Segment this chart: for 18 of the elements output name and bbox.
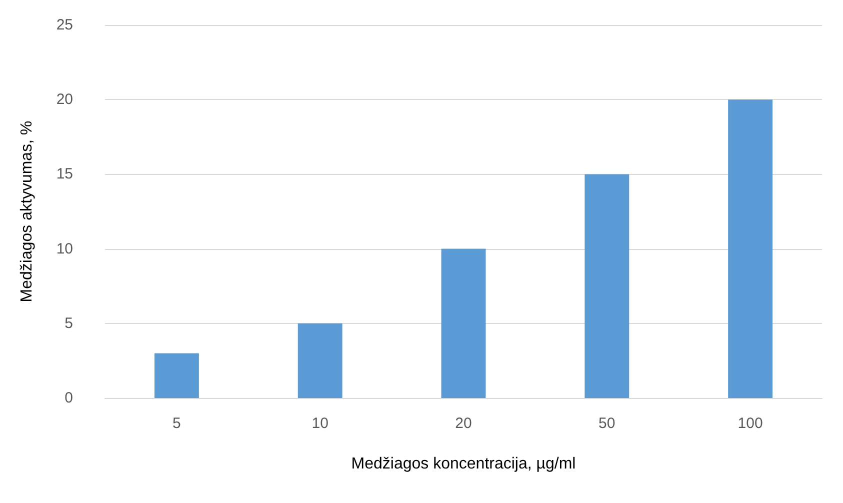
x-tick-label: 10 xyxy=(312,415,328,432)
bar xyxy=(728,100,773,398)
y-tick-label: 5 xyxy=(64,314,73,332)
x-tick-label: 100 xyxy=(738,415,763,432)
y-tick-label: 0 xyxy=(64,390,73,406)
bar xyxy=(154,353,199,398)
x-tick-label: 50 xyxy=(598,415,616,432)
bar xyxy=(441,248,486,398)
y-axis-title: Medžiagos aktyvumas, % xyxy=(18,120,36,302)
y-tick-label: 20 xyxy=(56,91,73,108)
y-tick-label: 25 xyxy=(56,16,73,34)
y-tick-label: 10 xyxy=(56,240,73,258)
x-tick-label: 20 xyxy=(455,415,472,432)
x-tick-label: 5 xyxy=(172,415,181,432)
x-axis-title: Medžiagos koncentracija, µg/ml xyxy=(351,456,576,472)
bar xyxy=(298,323,342,398)
y-tick-label: 15 xyxy=(56,166,73,183)
bar xyxy=(584,174,630,398)
